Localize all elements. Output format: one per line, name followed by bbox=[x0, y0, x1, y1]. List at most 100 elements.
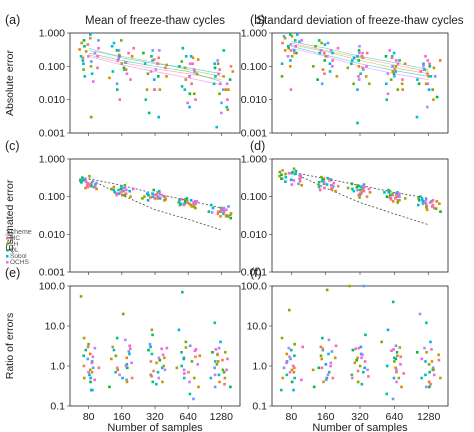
point-b-s1-c2-3 bbox=[356, 88, 359, 91]
point-e-s3-c2-3 bbox=[150, 375, 153, 378]
point-e-s1-c2-1 bbox=[151, 333, 154, 337]
point-e-s0-c2-3 bbox=[147, 348, 150, 352]
point-d-s1-c4-1 bbox=[420, 198, 424, 201]
point-f-s0-c4-2 bbox=[428, 370, 431, 374]
point-c-s2-c1-0 bbox=[120, 184, 123, 188]
point-d-s4-c3-2 bbox=[403, 197, 407, 200]
point-d-s3-c2-3 bbox=[358, 192, 362, 195]
point-f-s4-c1-3 bbox=[333, 356, 337, 360]
point-b-s1-c4-0 bbox=[422, 62, 425, 65]
point-c-s3-c2-4 bbox=[153, 197, 156, 200]
point-f-s0-c4-3 bbox=[425, 321, 428, 325]
x-axis-label-e: Number of samples bbox=[107, 422, 203, 432]
point-e-s3-c0-4 bbox=[90, 361, 94, 365]
point-f-s0-c0-0 bbox=[291, 364, 295, 368]
point-c-s2-c1-1 bbox=[117, 188, 120, 192]
point-b-s2-c2-2 bbox=[362, 68, 365, 71]
point-c-s3-c3-1 bbox=[192, 201, 195, 204]
point-a-s0-c4-3 bbox=[212, 82, 216, 86]
point-b-s4-c0-3 bbox=[293, 51, 296, 55]
point-b-s1-c1-1 bbox=[323, 59, 327, 62]
point-b-s0-c2-2 bbox=[352, 82, 355, 86]
point-a-s2-c1-0 bbox=[123, 68, 126, 71]
point-f-s3-c0-0 bbox=[293, 376, 296, 380]
point-c-s4-c1-2 bbox=[124, 192, 128, 195]
point-b-s2-c3-2 bbox=[386, 72, 390, 76]
point-b-s0-c4-3 bbox=[416, 78, 419, 81]
point-a-s4-c4-2 bbox=[226, 108, 230, 112]
mean-line-a-3 bbox=[88, 47, 222, 75]
point-a-s4-c3-4 bbox=[192, 92, 196, 96]
point-e-s4-c2-3 bbox=[161, 380, 164, 384]
point-f-s4-c4-3 bbox=[431, 368, 435, 372]
point-f-s2-c1-0 bbox=[327, 370, 331, 374]
point-f-s3-c2-4 bbox=[363, 360, 367, 363]
point-a-s1-c3-1 bbox=[183, 88, 187, 91]
point-d-s2-c0-4 bbox=[297, 182, 300, 186]
point-e-s1-c3-4 bbox=[192, 397, 195, 401]
point-e-s1-c4-2 bbox=[219, 340, 222, 344]
point-b-s2-c2-1 bbox=[356, 54, 359, 58]
point-e-s1-c0-1 bbox=[87, 342, 90, 346]
point-e-s4-c2-4 bbox=[162, 364, 166, 368]
point-b-s1-c1-3 bbox=[328, 70, 332, 73]
xtick-label-e-0: 80 bbox=[83, 411, 95, 423]
point-b-s0-c1-4 bbox=[316, 78, 319, 81]
point-c-s4-c4-0 bbox=[218, 210, 222, 213]
point-d-s1-c3-0 bbox=[387, 188, 390, 192]
point-e-s0-c0-3 bbox=[82, 336, 86, 340]
point-f-s4-c2-1 bbox=[356, 369, 360, 373]
point-d-s1-c0-0 bbox=[292, 167, 296, 171]
point-a-s2-c4-4 bbox=[226, 98, 229, 101]
point-d-s1-c0-2 bbox=[280, 173, 283, 177]
point-f-s1-c4-0 bbox=[424, 373, 427, 377]
point-c-s2-c1-4 bbox=[123, 186, 127, 190]
point-d-s4-c4-2 bbox=[425, 205, 428, 208]
point-b-s4-c0-0 bbox=[300, 39, 303, 42]
legend-key-0 bbox=[6, 237, 9, 240]
point-d-s4-c3-0 bbox=[391, 193, 395, 197]
point-b-s1-c2-4 bbox=[352, 56, 356, 60]
point-f-s0-c2-0 bbox=[353, 361, 357, 365]
point-f-s1-c2-4 bbox=[359, 345, 363, 349]
point-b-s2-c3-0 bbox=[390, 54, 394, 58]
y-axis-label-c: Estimated error bbox=[4, 179, 16, 251]
point-f-s1-c1-1 bbox=[317, 366, 321, 370]
point-d-s3-c1-4 bbox=[318, 188, 322, 192]
point-a-s1-c2-2 bbox=[144, 98, 148, 101]
point-c-s3-c2-3 bbox=[149, 196, 152, 199]
point-b-s3-c1-2 bbox=[325, 54, 329, 58]
point-c-s1-c0-3 bbox=[80, 181, 83, 184]
point-e-s2-c2-2 bbox=[148, 342, 152, 346]
point-b-s4-c4-4 bbox=[435, 95, 439, 99]
point-e-s4-c3-4 bbox=[190, 360, 194, 363]
point-c-s2-c4-0 bbox=[227, 205, 230, 208]
point-e-s0-c3-0 bbox=[175, 366, 179, 370]
point-f-s2-c3-3 bbox=[395, 380, 398, 384]
point-a-s2-c4-3 bbox=[217, 72, 220, 76]
point-d-s4-c4-4 bbox=[439, 210, 442, 213]
point-b-s4-c1-1 bbox=[322, 51, 326, 55]
point-a-s2-c1-2 bbox=[118, 54, 121, 58]
point-a-s0-c3-3 bbox=[181, 46, 185, 50]
point-a-s3-c2-3 bbox=[152, 88, 156, 91]
point-e-s1-c1-0 bbox=[114, 354, 118, 358]
point-a-s4-c2-0 bbox=[164, 66, 167, 70]
point-e-s0-c2-0 bbox=[155, 361, 158, 365]
point-f-s3-c2-3 bbox=[367, 375, 370, 378]
point-a-s4-c0-4 bbox=[88, 36, 92, 40]
point-a-s0-c3-1 bbox=[180, 60, 184, 63]
point-a-s3-c2-4 bbox=[157, 56, 160, 60]
point-e-s0-c4-4 bbox=[209, 376, 213, 380]
point-f-s0-c1-2 bbox=[311, 368, 315, 372]
point-c-s2-c2-4 bbox=[153, 193, 157, 197]
point-e-s4-c1-2 bbox=[130, 376, 134, 380]
point-e-s4-c3-3 bbox=[192, 376, 196, 380]
point-a-s0-c4-2 bbox=[222, 49, 226, 52]
point-e-s0-c4-0 bbox=[215, 363, 219, 366]
point-e-s3-c2-4 bbox=[149, 360, 153, 363]
point-a-s2-c4-0 bbox=[220, 101, 223, 105]
point-e-s3-c0-1 bbox=[86, 357, 90, 361]
point-c-s2-c2-0 bbox=[157, 189, 161, 193]
point-b-s0-c0-2 bbox=[290, 34, 294, 38]
